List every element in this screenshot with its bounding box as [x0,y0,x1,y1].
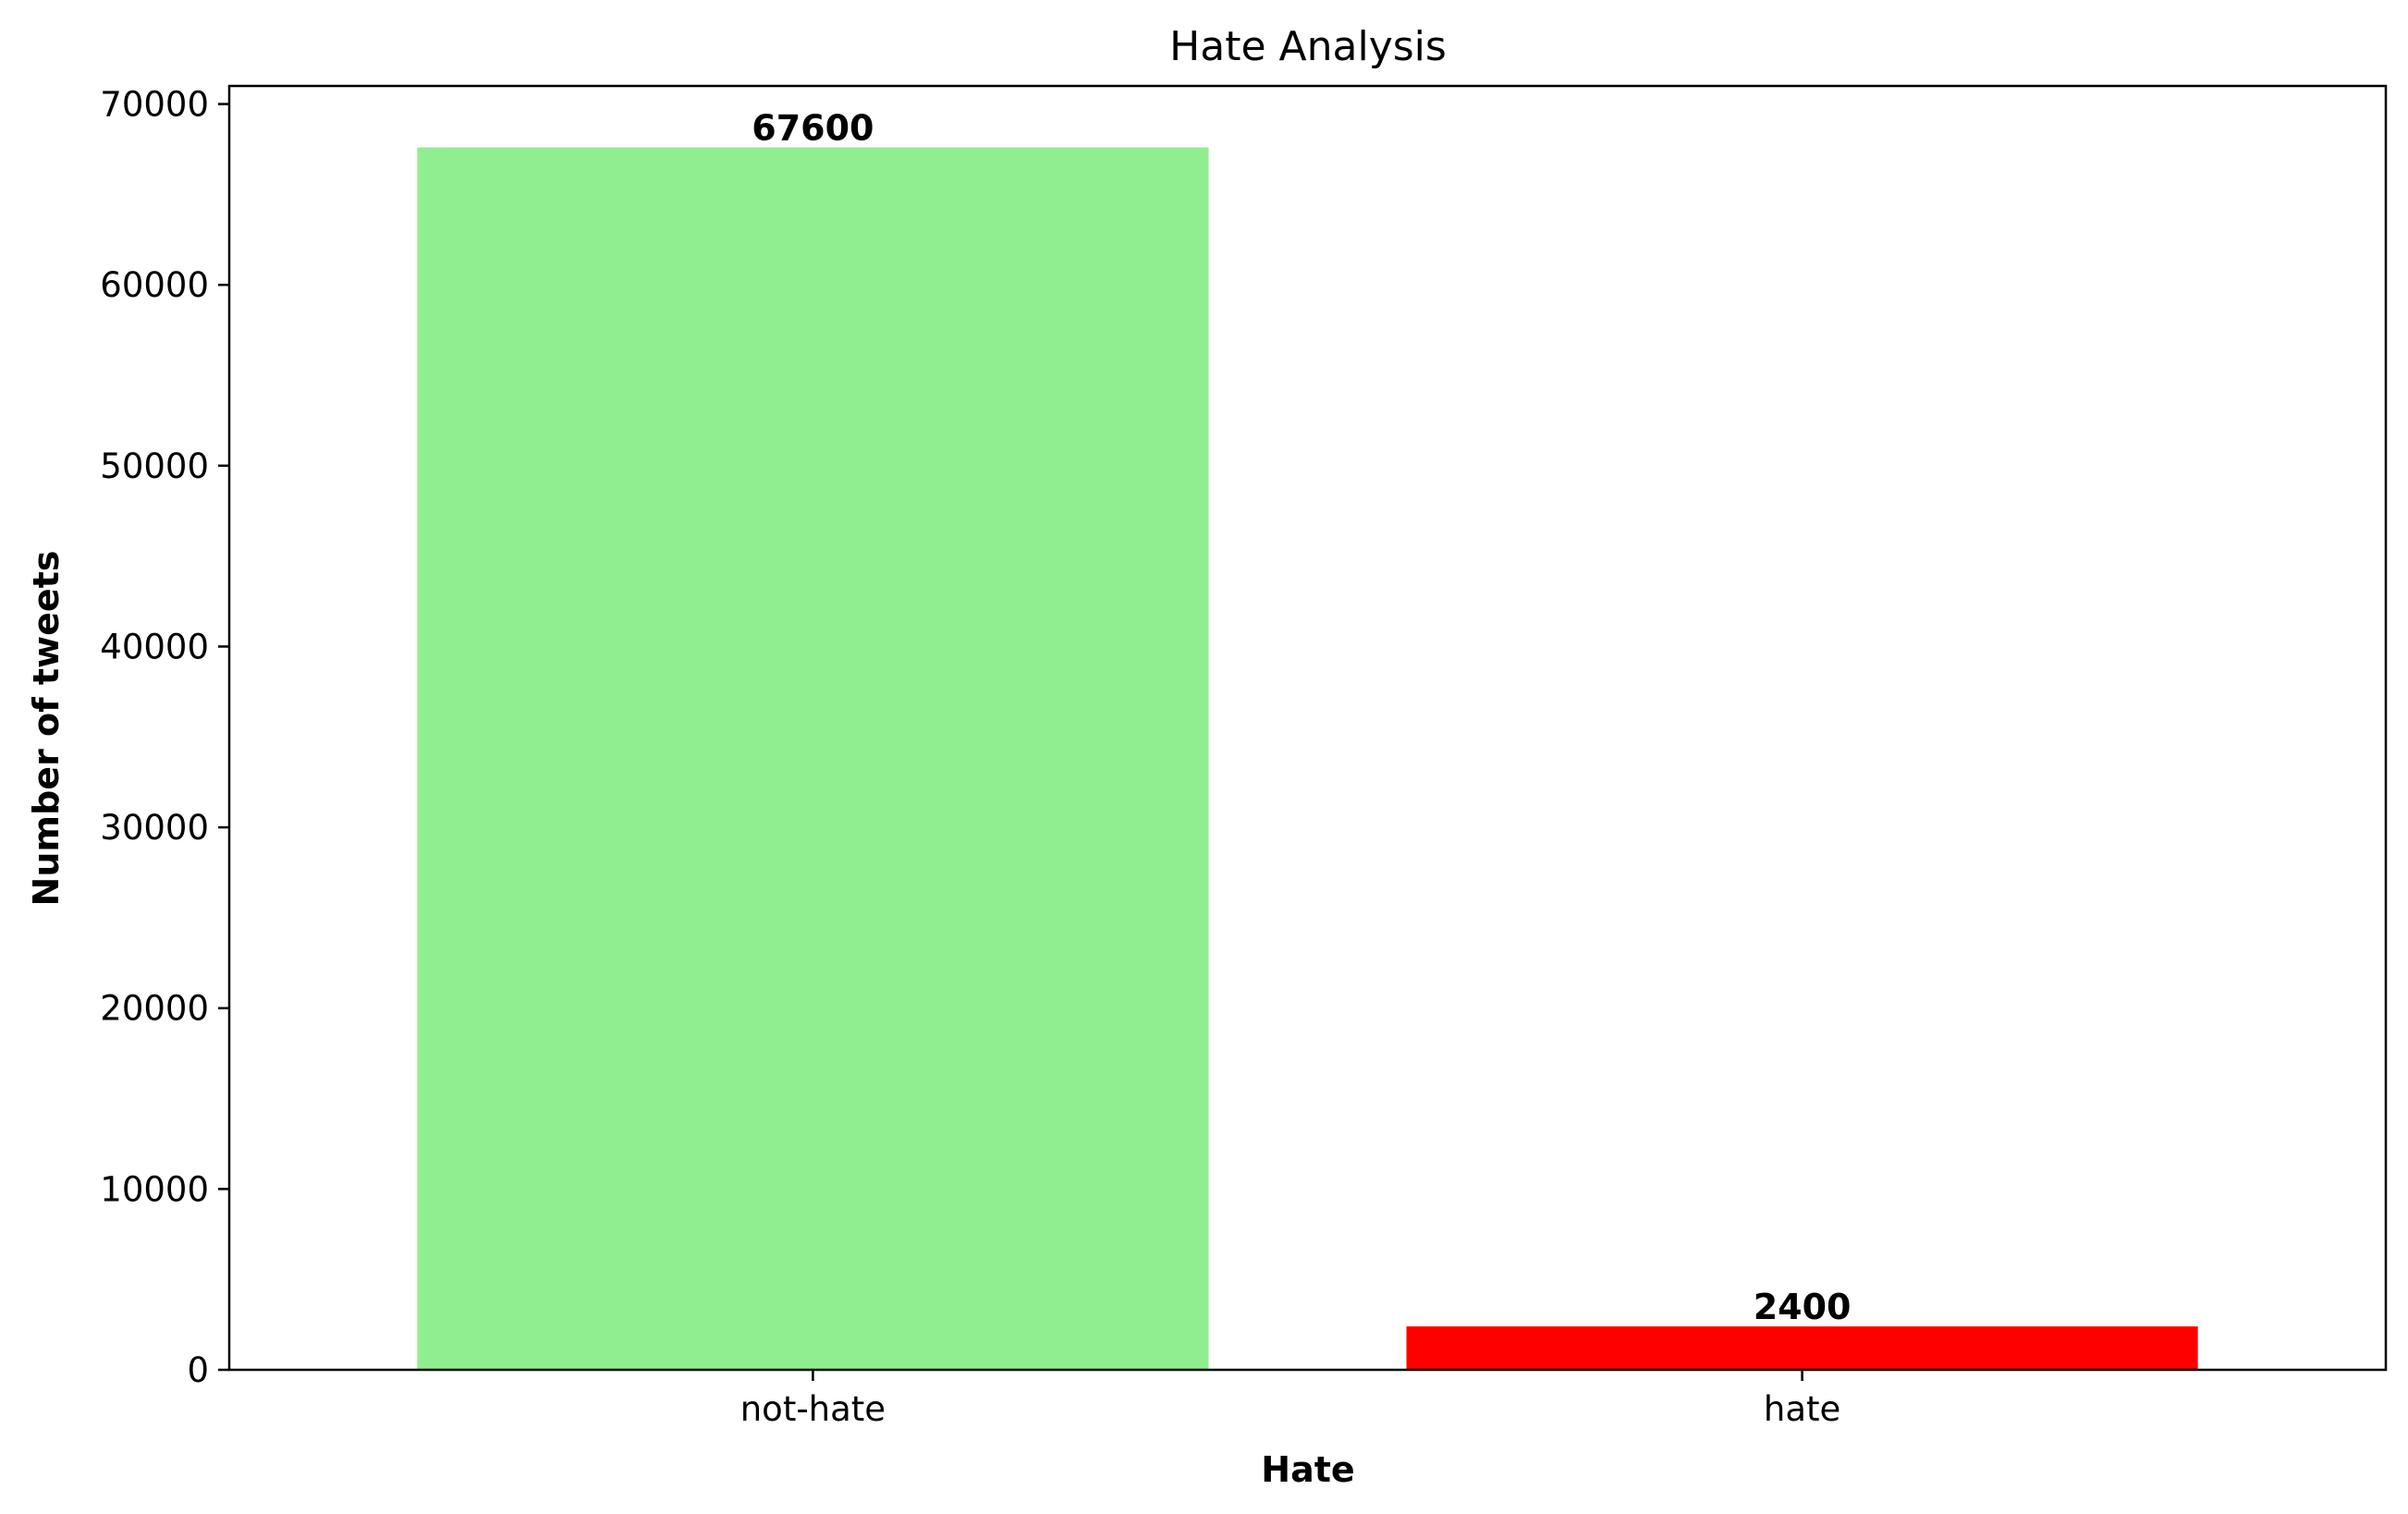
x-tick-label-not-hate: not-hate [740,1389,886,1429]
y-tick-label: 10000 [100,1169,209,1209]
x-tick-label-hate: hate [1764,1389,1840,1429]
bars-group [417,147,2198,1370]
chart-title: Hate Analysis [1169,23,1447,70]
data-label-hate: 2400 [1754,1287,1852,1327]
y-tick-label: 20000 [100,989,209,1029]
y-tick-label: 40000 [100,627,209,666]
y-tick-label: 0 [187,1350,209,1390]
y-tick-label: 60000 [100,265,209,305]
bar-not-hate [417,147,1209,1370]
y-axis: 0 10000 20000 30000 40000 50000 60000 70000 [100,85,229,1390]
y-tick-label: 30000 [100,808,209,848]
y-tick-label: 50000 [100,446,209,486]
x-axis: not-hate hate [740,1370,1840,1429]
bar-hate [1406,1326,2198,1370]
y-axis-label: Number of tweets [26,551,67,907]
y-tick-label: 70000 [100,85,209,125]
data-labels-group: 67600 2400 [752,108,1851,1328]
x-axis-label: Hate [1261,1449,1354,1490]
data-label-not-hate: 67600 [752,108,874,149]
plot-area-frame [227,84,2388,1372]
